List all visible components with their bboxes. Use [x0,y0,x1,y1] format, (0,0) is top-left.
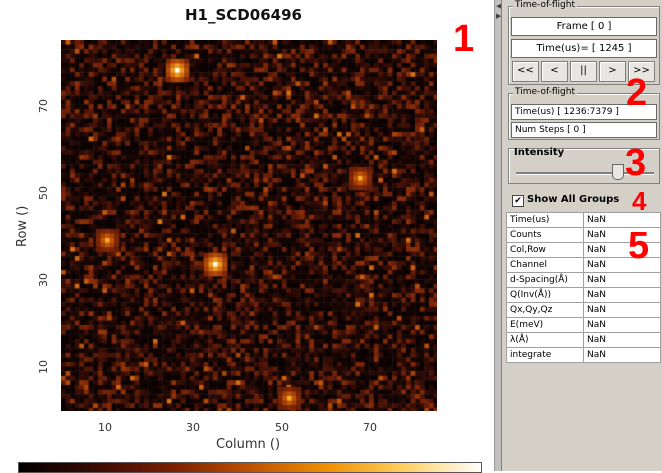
info-key: Q(Inv(Å)) [506,287,584,303]
info-value: NaN [583,332,661,348]
info-row: E(meV) NaN [506,317,661,333]
annotation-4: 4 [632,186,647,216]
show-all-groups-label[interactable]: Show All Groups [527,194,620,205]
info-key: Col,Row [506,242,584,258]
annotation-3: 3 [625,142,647,184]
info-key: E(meV) [506,317,584,333]
pixel-info-table: Time(us) NaN Counts NaN Col,Row NaN Channel NaN… [506,212,661,363]
info-key: Time(us) [506,212,584,228]
y-tick: 10 [37,360,50,374]
x-tick: 10 [98,421,112,434]
annotation-2: 2 [626,72,648,114]
info-key: d-Spacing(Å) [506,272,584,288]
time-display: Time(us)= [ 1245 ] [511,39,657,58]
frame-display: Frame [ 0 ] [511,17,657,36]
x-tick: 30 [186,421,200,434]
intensity-track[interactable] [516,172,654,175]
last-frame-button[interactable]: >> [628,61,655,82]
y-tick: 30 [37,273,50,287]
info-row: Qx,Qy,Qz NaN [506,302,661,318]
info-row: integrate NaN [506,347,661,363]
info-row: λ(Å) NaN [506,332,661,348]
collapse-right-icon[interactable]: ▶ [496,12,502,20]
time-range-field[interactable]: Time(us) [ 1236:7379 ] [511,104,657,120]
prev-frame-button[interactable]: < [541,61,568,82]
info-row: d-Spacing(Å) NaN [506,272,661,288]
annotation-1: 1 [453,18,475,60]
tof-frame-legend: Time-of-flight [513,0,577,10]
pause-button[interactable]: || [570,61,597,82]
tof-range-legend: Time-of-flight [513,87,577,97]
info-value: NaN [583,227,661,243]
x-tick: 50 [275,421,289,434]
plot-title: H1_SCD06496 [185,6,302,24]
next-frame-button[interactable]: > [599,61,626,82]
info-key: Counts [506,227,584,243]
info-key: λ(Å) [506,332,584,348]
info-key: Channel [506,257,584,273]
y-tick: 70 [37,99,50,113]
tof-range-group: Time-of-flight [508,87,660,140]
panel-splitter[interactable]: ◀ ▶ [494,0,502,471]
tof-frame-group: Time-of-flight [508,0,660,85]
num-steps-field[interactable]: Num Steps [ 0 ] [511,122,657,138]
colorbar [18,462,482,473]
annotation-5: 5 [628,225,650,267]
info-value: NaN [583,317,661,333]
info-key: Qx,Qy,Qz [506,302,584,318]
intensity-label: Intensity [514,147,565,158]
show-all-groups-checkbox[interactable]: ✔ [512,195,524,207]
collapse-left-icon[interactable]: ◀ [496,2,502,10]
intensity-slider-thumb[interactable] [612,164,624,180]
x-axis-label: Column () [216,437,281,452]
info-value: NaN [583,272,661,288]
info-row: Q(Inv(Å)) NaN [506,287,661,303]
first-frame-button[interactable]: << [512,61,539,82]
info-row: Time(us) NaN [506,212,661,228]
intensity-group [508,148,660,184]
info-row: Counts NaN [506,227,661,243]
info-row: Channel NaN [506,257,661,273]
y-axis-label: Row () [15,205,30,247]
x-tick: 70 [363,421,377,434]
detector-heatmap[interactable] [61,40,437,411]
info-key: integrate [506,347,584,363]
info-value: NaN [583,287,661,303]
info-value: NaN [583,302,661,318]
y-tick: 50 [37,186,50,200]
info-value: NaN [583,347,661,363]
